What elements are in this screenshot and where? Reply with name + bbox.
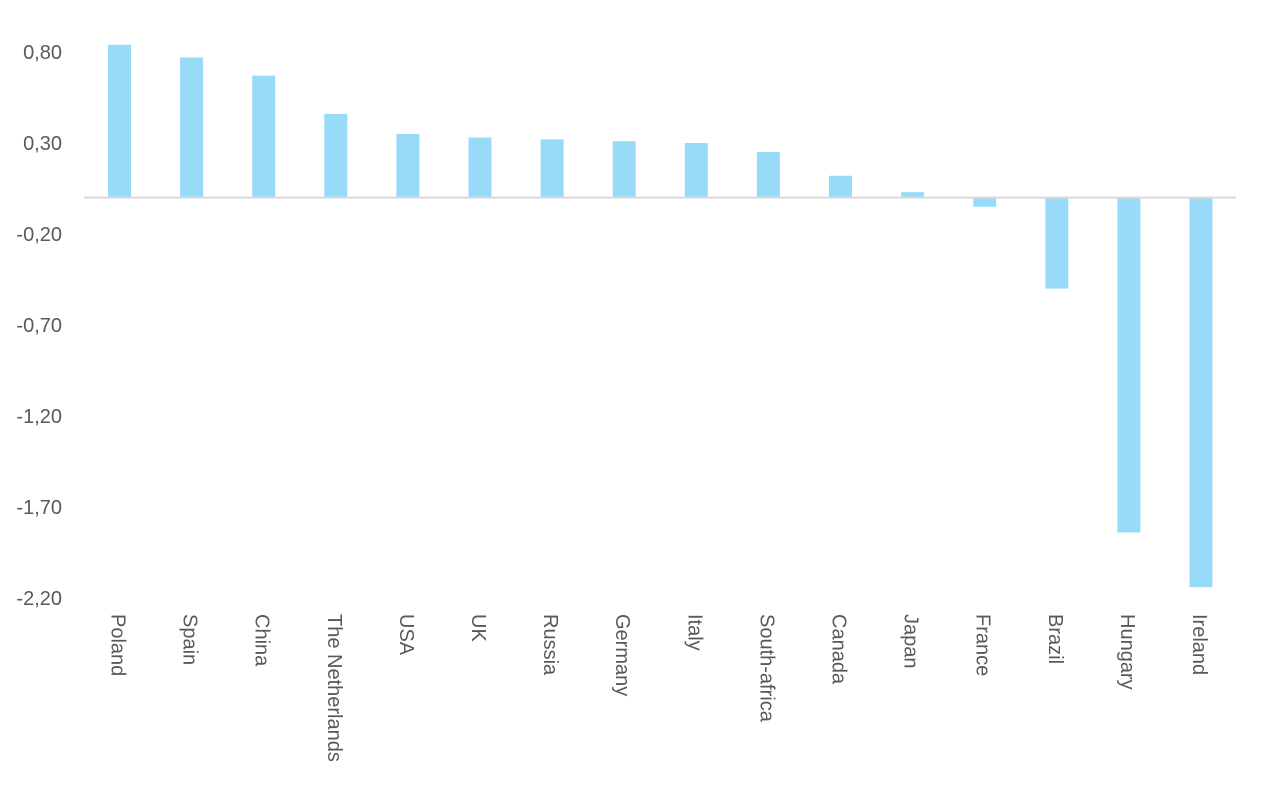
bar-usa bbox=[396, 133, 420, 198]
x-tick-label: The Netherlands bbox=[323, 614, 345, 762]
bar-brazil bbox=[1045, 197, 1069, 289]
x-tick-label: Russia bbox=[539, 614, 561, 676]
bars bbox=[108, 44, 1213, 588]
x-tick-label: Japan bbox=[900, 614, 922, 669]
bar-italy bbox=[684, 143, 708, 198]
x-tick-label: South-africa bbox=[755, 614, 777, 723]
y-tick-label: -0,20 bbox=[16, 224, 62, 246]
x-tick-label: Italy bbox=[683, 614, 705, 651]
bar-germany bbox=[612, 141, 636, 198]
bar-canada bbox=[829, 175, 852, 198]
y-tick-label: -1,20 bbox=[16, 406, 62, 428]
x-tick-label: Hungary bbox=[1116, 614, 1138, 690]
y-tick-label: -1,70 bbox=[16, 497, 62, 519]
x-tick-label: UK bbox=[467, 614, 489, 642]
bar-ireland bbox=[1189, 197, 1213, 588]
bar-the-netherlands bbox=[324, 113, 348, 198]
y-tick-label: -0,70 bbox=[16, 315, 62, 337]
bar-poland bbox=[108, 44, 131, 198]
x-tick-label: Brazil bbox=[1044, 614, 1066, 664]
x-tick-label: Ireland bbox=[1188, 614, 1210, 675]
y-tick-label: 0,30 bbox=[23, 133, 62, 155]
bar-japan bbox=[901, 192, 925, 198]
y-tick-label: 0,80 bbox=[23, 42, 62, 64]
x-axis-labels: Poland Spain China The Netherlands USA UK Russ… bbox=[107, 614, 1211, 762]
x-tick-label: Spain bbox=[179, 614, 201, 665]
y-axis-ticks: 0,80 0,30 -0,20 -0,70 -1,20 -1,70 -2,20 bbox=[16, 42, 62, 610]
bar-china bbox=[252, 75, 276, 198]
x-tick-label: Poland bbox=[107, 614, 129, 676]
x-tick-label: USA bbox=[395, 614, 417, 656]
bar-hungary bbox=[1117, 197, 1141, 533]
x-tick-label: Canada bbox=[828, 614, 850, 685]
bar-russia bbox=[540, 139, 564, 198]
x-tick-label: China bbox=[251, 614, 273, 667]
bar-uk bbox=[468, 137, 492, 198]
x-tick-label: Germany bbox=[611, 614, 633, 696]
bar-spain bbox=[180, 57, 204, 198]
x-tick-label: France bbox=[972, 614, 994, 676]
y-tick-label: -2,20 bbox=[16, 588, 62, 610]
bar-south-africa bbox=[756, 152, 780, 198]
bar-france bbox=[973, 197, 997, 207]
